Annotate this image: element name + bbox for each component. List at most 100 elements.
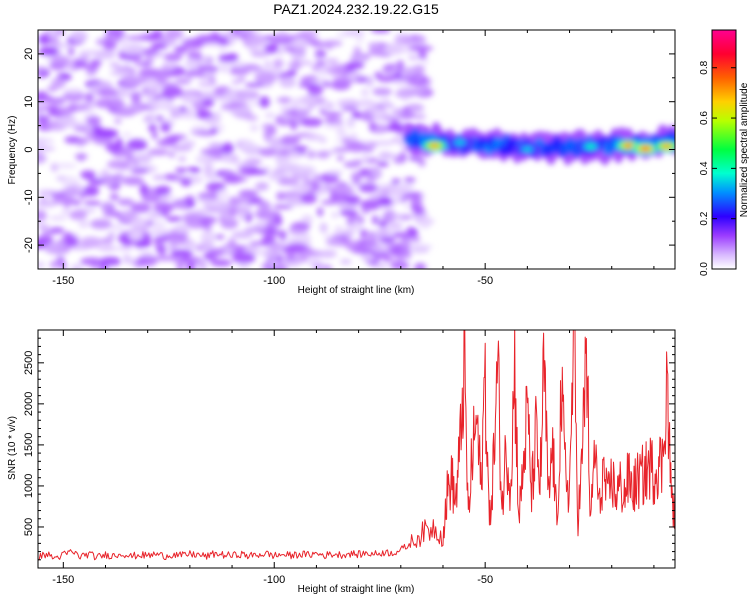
snr-y-tick-label: 2000 [23, 392, 35, 416]
noise-blob [409, 155, 423, 162]
noise-blob [83, 201, 102, 206]
noise-blob [352, 247, 363, 252]
noise-blob [198, 215, 218, 225]
noise-blob [51, 43, 73, 48]
noise-blob [410, 197, 423, 207]
snr-x-tick-label: -50 [477, 574, 493, 586]
noise-blob [228, 207, 237, 218]
noise-blob [171, 249, 194, 257]
signal-core [682, 130, 692, 144]
noise-blob [329, 192, 350, 203]
noise-blob [38, 106, 50, 111]
noise-blob [246, 44, 258, 52]
noise-blob [294, 165, 316, 176]
noise-blob [316, 150, 330, 159]
heatmap-y-tick-label: 0 [23, 146, 35, 152]
noise-blob [152, 175, 167, 180]
noise-blob [205, 175, 218, 181]
noise-blob [291, 183, 312, 193]
noise-blob [396, 59, 405, 72]
noise-blob [130, 202, 152, 214]
noise-blob [346, 60, 365, 70]
noise-blob [255, 182, 269, 191]
noise-blob [272, 58, 284, 69]
noise-blob [64, 236, 79, 247]
noise-blob [38, 235, 54, 246]
noise-blob [44, 243, 66, 249]
noise-blob [98, 88, 119, 97]
noise-blob [367, 231, 376, 239]
noise-blob [119, 39, 129, 52]
colorbar-ticks: 0.0 0.2 0.4 0.6 0.8 [699, 60, 736, 276]
noise-blob [272, 204, 294, 209]
noise-blob [246, 196, 263, 204]
noise-blob [38, 209, 47, 222]
noise-blob [402, 97, 407, 102]
noise-blob [151, 131, 159, 140]
noise-blob [69, 104, 89, 112]
noise-blob [194, 129, 212, 137]
noise-blob [290, 200, 301, 206]
noise-blob [113, 246, 134, 251]
noise-blob [155, 185, 172, 196]
noise-blob [261, 212, 276, 220]
snr-y-tick-label: 500 [23, 518, 35, 536]
noise-blob [85, 64, 99, 72]
noise-blob [244, 82, 264, 88]
signal-halo [677, 126, 689, 150]
noise-blob [130, 92, 141, 104]
noise-blob [220, 151, 233, 163]
noise-blob [94, 98, 117, 109]
noise-blob [231, 230, 254, 239]
noise-blob [176, 261, 185, 269]
noise-blob [123, 253, 130, 265]
noise-blob [38, 261, 46, 269]
noise-blob [362, 150, 369, 163]
noise-blob [393, 198, 403, 203]
noise-blob [139, 249, 154, 256]
colorbar-tick-label: 0.2 [699, 211, 710, 225]
noise-blob [318, 108, 327, 114]
noise-blob [78, 49, 101, 56]
noise-blob [239, 91, 256, 99]
noise-blob [324, 58, 340, 64]
noise-blob [345, 195, 361, 205]
noise-blob [336, 32, 348, 39]
heatmap-y-tick-label: 20 [23, 48, 35, 60]
noise-blob [148, 123, 158, 133]
noise-blob [159, 196, 169, 202]
noise-blob [198, 111, 214, 118]
noise-blob [70, 263, 83, 269]
noise-blob [301, 214, 313, 224]
noise-blob [346, 214, 365, 226]
noise-blob [337, 155, 344, 161]
noise-blob [131, 216, 149, 228]
noise-blob [272, 39, 294, 44]
noise-blob [312, 173, 323, 184]
noise-blob [100, 237, 114, 245]
noise-blob [320, 249, 337, 259]
noise-blob [323, 234, 335, 239]
noise-blob [387, 222, 403, 230]
noise-blob [287, 60, 303, 70]
noise-blob [244, 226, 266, 233]
noise-blob [341, 30, 366, 36]
noise-blob [210, 153, 221, 160]
snr-y-tick-label: 1000 [23, 474, 35, 498]
noise-blob [221, 142, 234, 155]
heatmap-x-tick-label: -150 [52, 275, 74, 287]
snr-panel: -150 -100 -50 500 1000 1500 2000 2500 Height of… [7, 329, 676, 595]
noise-blob [400, 238, 411, 249]
colorbar-tick-label: 0.8 [699, 60, 710, 74]
noise-blob [379, 236, 396, 244]
noise-blob [223, 217, 233, 226]
noise-blob [169, 238, 180, 248]
noise-blob [175, 167, 188, 174]
noise-blob [86, 115, 102, 126]
noise-blob [197, 80, 217, 88]
noise-blob [292, 221, 311, 230]
noise-blob [389, 261, 410, 269]
noise-blob [322, 81, 332, 88]
noise-blob [48, 30, 58, 39]
noise-blob [182, 140, 196, 147]
